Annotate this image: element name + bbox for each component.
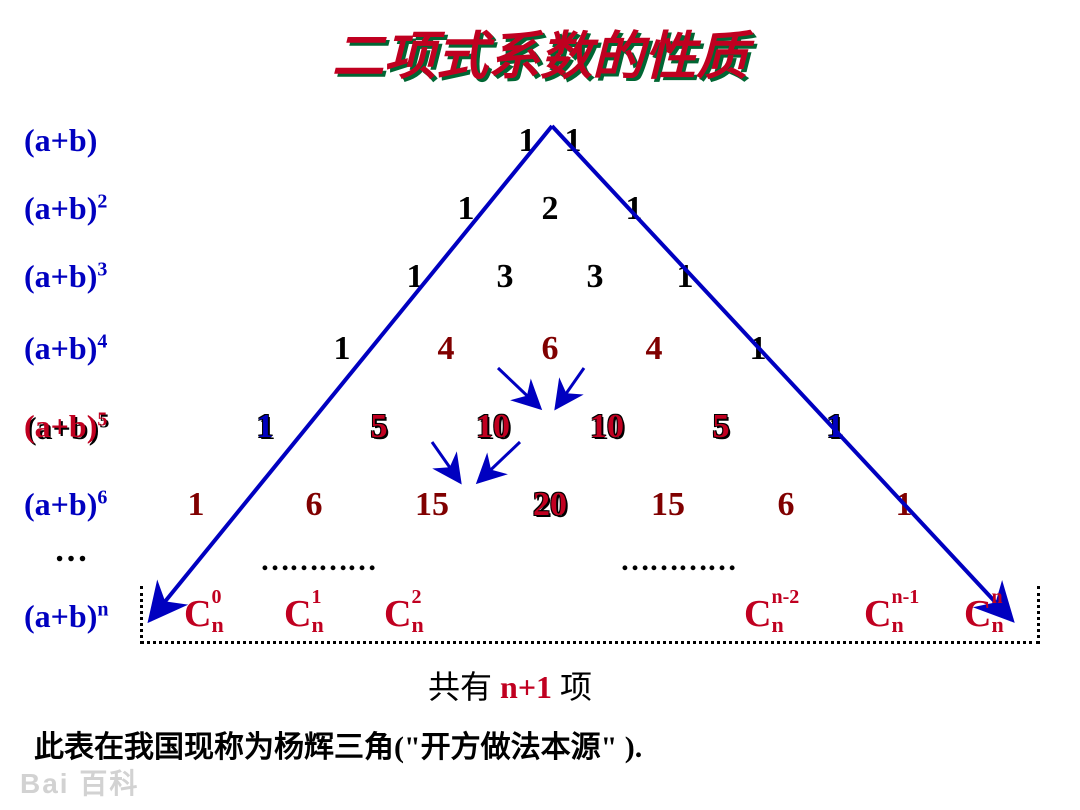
num-r3-c1: 4 — [438, 330, 455, 368]
binomial-label-3: (a+b)4 — [24, 330, 107, 367]
num-r2-c2: 3 — [587, 258, 604, 296]
footer-note: 此表在我国现称为杨辉三角("开方做法本源" ). — [34, 722, 642, 766]
footer-part-2: 杨辉三角 — [274, 731, 394, 764]
binomial-label-6: … — [54, 532, 88, 570]
num-r5-c4: 15 — [651, 486, 685, 524]
term-count-highlight: n+1 — [500, 669, 552, 705]
c-term-4: Cn-1n — [850, 592, 905, 636]
watermark: Bai 百科 — [20, 762, 139, 802]
c-term-0: C0n — [170, 592, 225, 636]
num-r1-c1: 2 — [542, 190, 559, 228]
c-term-1: C1n — [270, 592, 325, 636]
ellipsis-1: ………… — [620, 544, 736, 578]
num-r4-c3: 10 — [590, 408, 624, 446]
term-count-suffix: 项 — [560, 669, 592, 705]
num-r4-c2: 10 — [476, 408, 510, 446]
num-r3-c0: 1 — [334, 330, 351, 368]
title-front: 二项式系数的性质 — [332, 29, 748, 86]
term-count-prefix: 共有 — [428, 669, 492, 705]
num-r3-c3: 4 — [646, 330, 663, 368]
num-r0-c1: 1 — [565, 122, 582, 160]
page-title: 二项式系数的性质 二项式系数的性质 — [332, 14, 748, 89]
binomial-label-4: (a+b)5 — [24, 408, 107, 445]
binomial-label-0: (a+b) — [24, 122, 97, 159]
num-r2-c3: 1 — [677, 258, 694, 296]
num-r4-c5: 1 — [827, 408, 844, 446]
num-r2-c0: 1 — [407, 258, 424, 296]
binomial-label-2: (a+b)3 — [24, 258, 107, 295]
footer-part-3: ("开方做法本源" ). — [394, 731, 642, 764]
num-r5-c0: 1 — [188, 486, 205, 524]
num-r5-c1: 6 — [306, 486, 323, 524]
binomial-label-7: (a+b)n — [24, 598, 108, 635]
num-r4-c0: 1 — [257, 408, 274, 446]
num-r1-c0: 1 — [458, 190, 475, 228]
num-r4-c1: 5 — [371, 408, 388, 446]
c-term-3: Cn-2n — [730, 592, 785, 636]
num-r5-c3: 20 — [533, 486, 567, 524]
c-term-5: Cnn — [950, 592, 1005, 636]
footer-part-1: 此表在我国现称为 — [34, 731, 274, 764]
num-r1-c2: 1 — [626, 190, 643, 228]
num-r5-c5: 6 — [778, 486, 795, 524]
c-term-2: C2n — [370, 592, 425, 636]
num-r5-c6: 1 — [896, 486, 913, 524]
ellipsis-0: ………… — [260, 544, 376, 578]
num-r3-c2: 6 — [542, 330, 559, 368]
binomial-label-5: (a+b)6 — [24, 486, 107, 523]
pascal-triangle: 11121133114641151010511615201561…………………… — [160, 112, 940, 612]
term-count-text: 共有 n+1 项 — [428, 662, 592, 708]
binomial-label-1: (a+b)2 — [24, 190, 107, 227]
num-r3-c4: 1 — [750, 330, 767, 368]
num-r0-c0: 1 — [519, 122, 536, 160]
num-r5-c2: 15 — [415, 486, 449, 524]
num-r4-c4: 5 — [713, 408, 730, 446]
num-r2-c1: 3 — [497, 258, 514, 296]
